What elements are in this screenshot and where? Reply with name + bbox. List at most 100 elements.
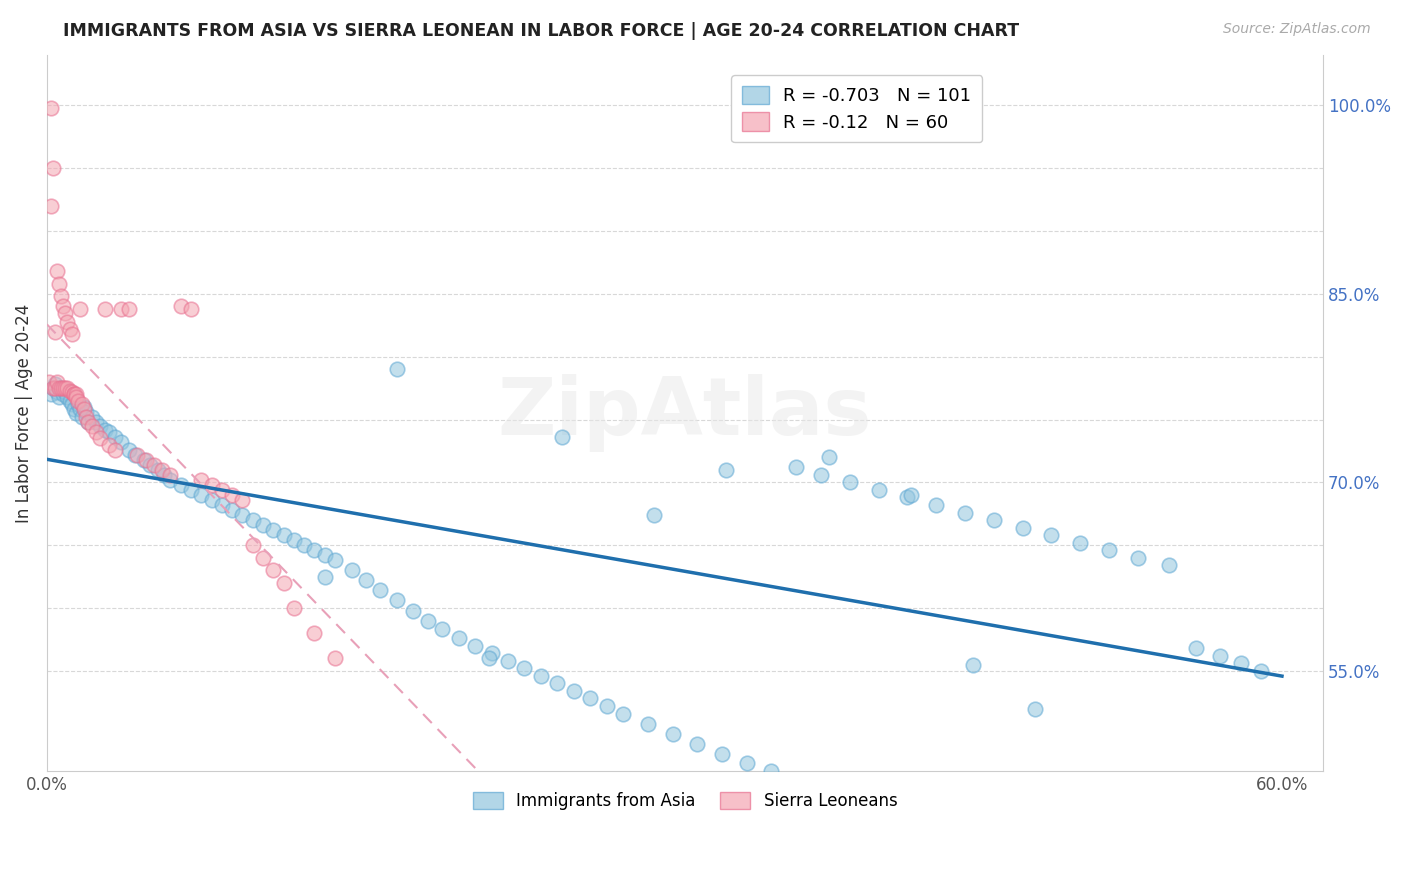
Point xyxy=(39,199,62,213)
Point xyxy=(110,435,132,450)
Point xyxy=(661,727,683,741)
Point xyxy=(159,467,181,482)
Point xyxy=(735,756,758,770)
Point xyxy=(818,450,841,465)
Point xyxy=(139,458,162,472)
Y-axis label: In Labor Force | Age 20-24: In Labor Force | Age 20-24 xyxy=(15,303,32,523)
Point xyxy=(42,161,65,176)
Point xyxy=(896,491,918,505)
Point xyxy=(42,381,65,395)
Point xyxy=(550,430,572,444)
Point xyxy=(135,452,157,467)
Point xyxy=(231,492,253,507)
Point xyxy=(65,390,87,404)
Point xyxy=(104,430,127,444)
Point xyxy=(97,425,120,439)
Point xyxy=(170,478,193,492)
Text: Source: ZipAtlas.com: Source: ZipAtlas.com xyxy=(1223,22,1371,37)
Point xyxy=(385,362,408,376)
Point xyxy=(55,306,77,320)
Point xyxy=(579,691,602,706)
Point xyxy=(1230,657,1253,671)
Point xyxy=(273,575,295,590)
Point xyxy=(62,387,84,401)
Point xyxy=(496,654,519,668)
Point xyxy=(1126,550,1149,565)
Point xyxy=(104,442,127,457)
Point xyxy=(66,393,89,408)
Point xyxy=(55,381,77,395)
Point xyxy=(48,277,70,291)
Point xyxy=(416,614,439,628)
Point xyxy=(84,425,107,439)
Point xyxy=(711,747,734,761)
Point xyxy=(304,626,326,640)
Point xyxy=(983,513,1005,527)
Point xyxy=(1069,535,1091,549)
Point xyxy=(1209,648,1232,663)
Point xyxy=(58,384,80,398)
Point xyxy=(127,448,149,462)
Point xyxy=(52,387,75,401)
Point xyxy=(51,381,73,395)
Point xyxy=(314,548,336,562)
Point xyxy=(242,538,264,552)
Point xyxy=(75,405,97,419)
Point xyxy=(530,669,553,683)
Point xyxy=(323,651,346,665)
Point xyxy=(180,301,202,316)
Point xyxy=(1098,543,1121,558)
Point xyxy=(200,492,222,507)
Point xyxy=(75,410,97,425)
Point xyxy=(124,448,146,462)
Point xyxy=(62,387,84,401)
Point xyxy=(785,460,807,475)
Point xyxy=(447,631,470,645)
Point xyxy=(868,483,890,497)
Point xyxy=(142,458,165,472)
Point xyxy=(838,475,860,490)
Point xyxy=(810,467,832,482)
Point xyxy=(65,387,87,401)
Point xyxy=(60,397,83,411)
Point xyxy=(93,423,115,437)
Point xyxy=(56,314,79,328)
Point xyxy=(58,322,80,336)
Point xyxy=(283,601,305,615)
Point xyxy=(51,289,73,303)
Point xyxy=(48,381,70,395)
Point xyxy=(153,467,176,482)
Point xyxy=(1040,528,1063,542)
Point xyxy=(221,503,243,517)
Point xyxy=(252,550,274,565)
Point xyxy=(430,623,453,637)
Point xyxy=(190,488,212,502)
Point xyxy=(385,593,408,607)
Point xyxy=(110,301,132,316)
Point xyxy=(370,583,392,598)
Point xyxy=(97,438,120,452)
Point xyxy=(44,381,66,395)
Point xyxy=(402,603,425,617)
Point xyxy=(89,418,111,433)
Point xyxy=(262,563,284,577)
Point xyxy=(478,651,501,665)
Point xyxy=(513,661,536,675)
Point xyxy=(481,646,503,660)
Point xyxy=(211,498,233,512)
Point xyxy=(65,406,87,420)
Point xyxy=(51,381,73,395)
Point xyxy=(262,523,284,537)
Point xyxy=(73,402,96,417)
Point xyxy=(637,716,659,731)
Point xyxy=(118,442,141,457)
Point xyxy=(221,488,243,502)
Point xyxy=(84,415,107,429)
Point xyxy=(42,381,65,395)
Point xyxy=(46,264,69,278)
Text: IMMIGRANTS FROM ASIA VS SIERRA LEONEAN IN LABOR FORCE | AGE 20-24 CORRELATION CH: IMMIGRANTS FROM ASIA VS SIERRA LEONEAN I… xyxy=(63,22,1019,40)
Point xyxy=(44,377,66,392)
Point xyxy=(52,300,75,314)
Point xyxy=(283,533,305,548)
Point xyxy=(612,706,634,721)
